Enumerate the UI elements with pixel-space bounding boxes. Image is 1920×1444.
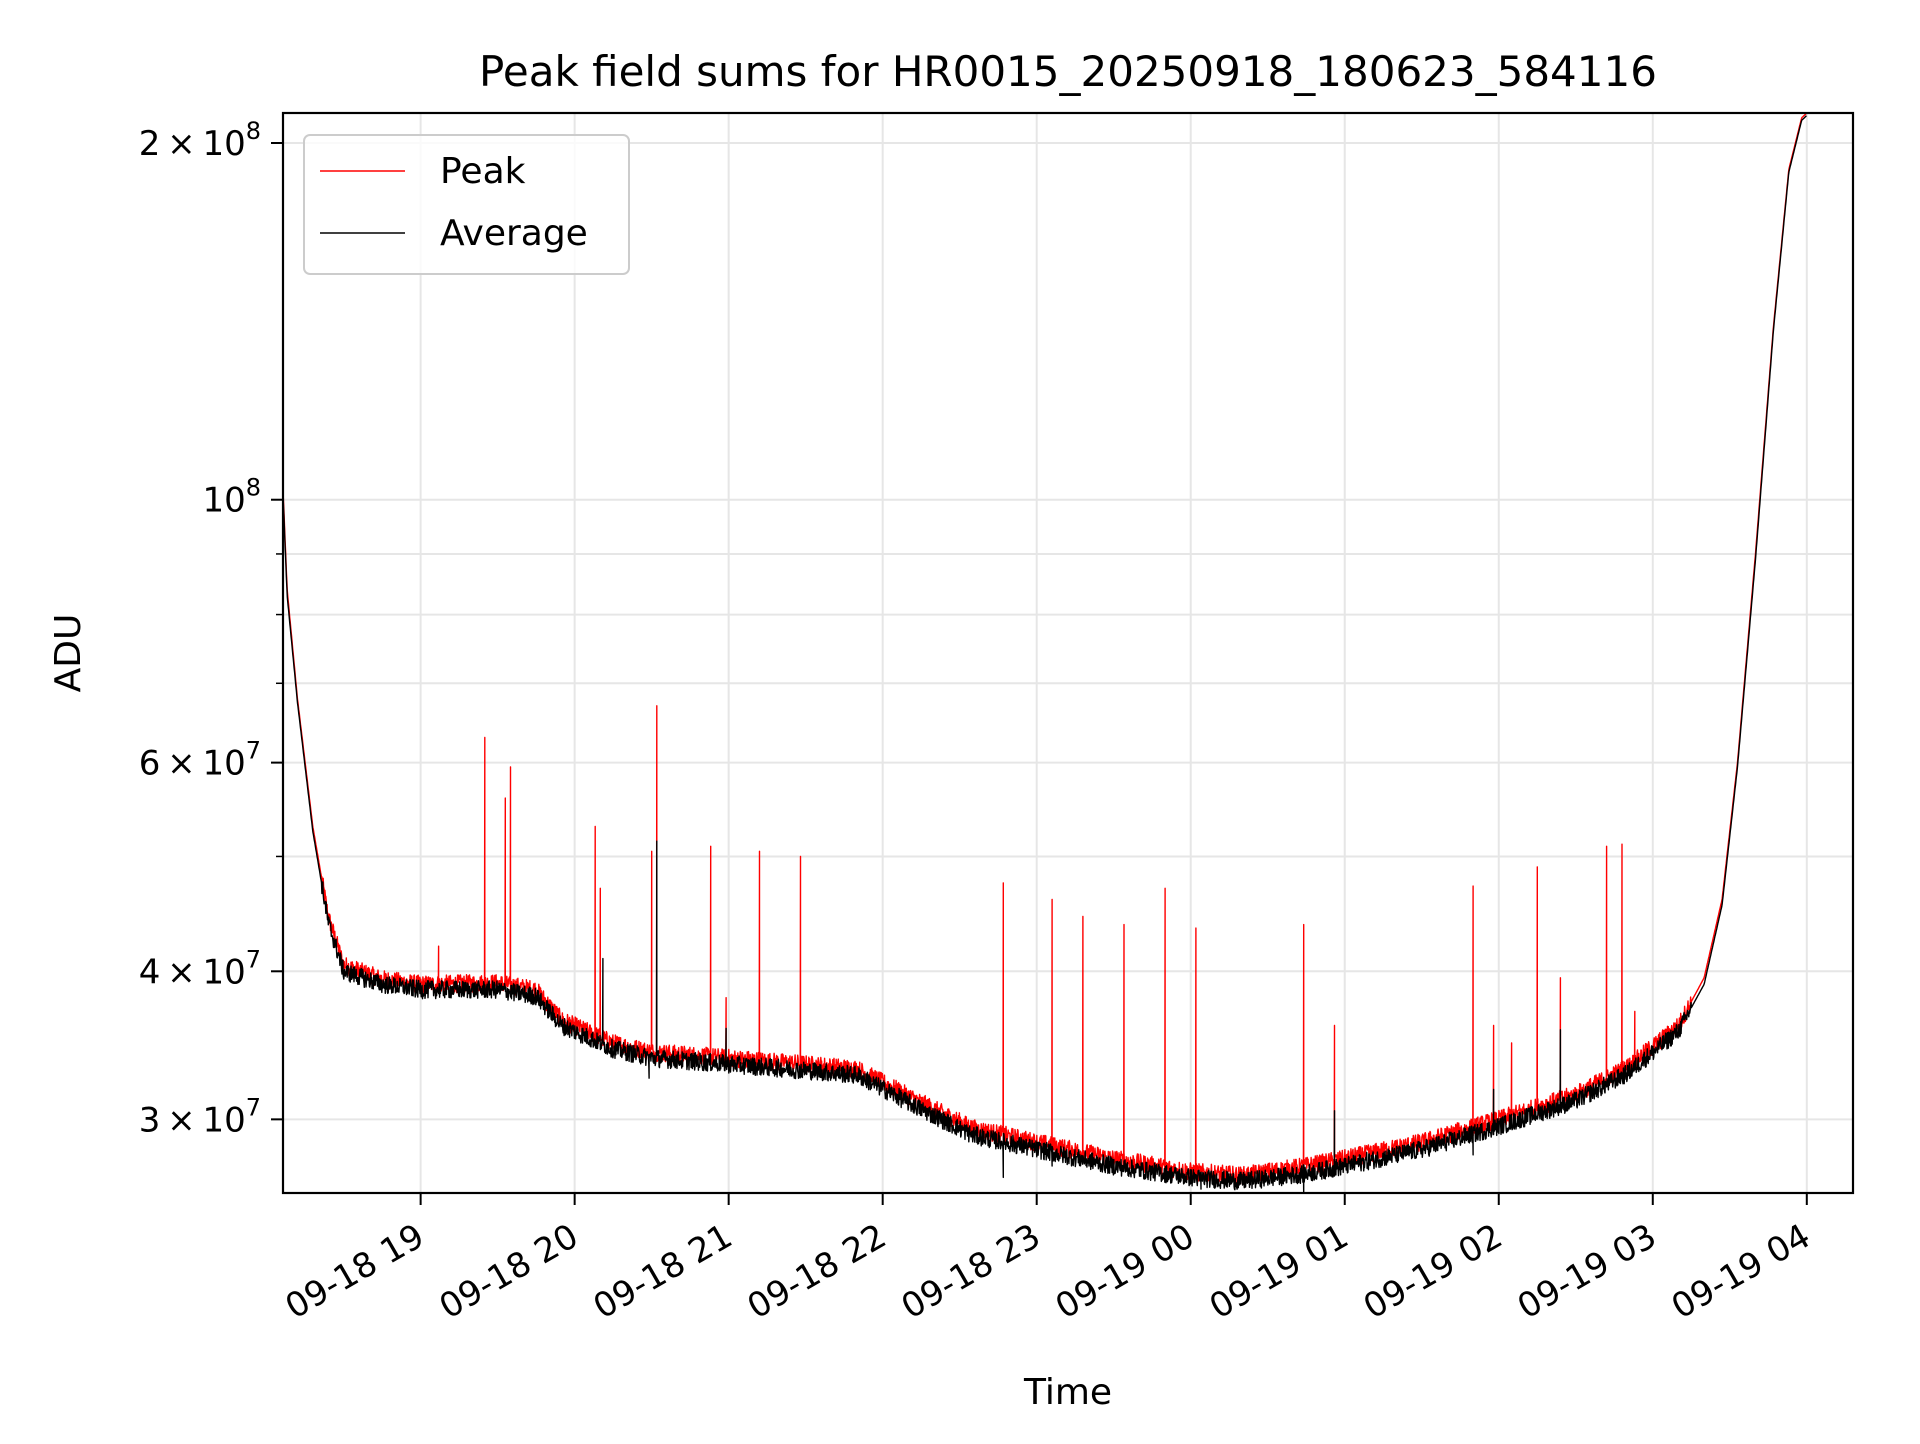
y-tick-base: × 10 bbox=[160, 952, 245, 992]
y-tick-mantissa: 2 bbox=[139, 124, 161, 164]
y-tick-exponent: 7 bbox=[246, 945, 261, 973]
x-axis-label: Time bbox=[1023, 1372, 1112, 1413]
y-tick-base: 10 bbox=[202, 481, 245, 521]
y-tick-label: 108 bbox=[202, 474, 261, 521]
y-tick-label: 4 × 107 bbox=[139, 945, 261, 992]
y-axis-label: ADU bbox=[48, 614, 89, 693]
legend-label-peak: Peak bbox=[440, 151, 526, 192]
legend: Peak Average bbox=[303, 134, 630, 275]
series-layer bbox=[283, 113, 1807, 1193]
y-tick-exponent: 7 bbox=[246, 1093, 261, 1121]
y-tick-exponent: 7 bbox=[246, 737, 261, 765]
legend-box bbox=[303, 134, 630, 275]
y-tick-label: 6 × 107 bbox=[139, 737, 261, 784]
y-tick-mantissa: 6 bbox=[139, 744, 161, 784]
series-line-average bbox=[283, 115, 1807, 1193]
y-tick-label: 2 × 108 bbox=[139, 117, 261, 164]
y-tick-label: 3 × 107 bbox=[139, 1093, 261, 1140]
plot-frame bbox=[281, 111, 1855, 1195]
y-tick-mantissa: 4 bbox=[139, 952, 161, 992]
chart-title: Peak field sums for HR0015_20250918_1806… bbox=[479, 47, 1657, 96]
y-tick-base: × 10 bbox=[160, 1100, 245, 1140]
grid bbox=[283, 113, 1853, 1193]
y-tick-base: × 10 bbox=[160, 744, 245, 784]
y-tick-exponent: 8 bbox=[246, 117, 261, 145]
y-tick-mantissa: 3 bbox=[139, 1100, 161, 1140]
y-tick-base: × 10 bbox=[160, 124, 245, 164]
y-tick-exponent: 8 bbox=[246, 474, 261, 502]
legend-label-average: Average bbox=[440, 213, 588, 254]
